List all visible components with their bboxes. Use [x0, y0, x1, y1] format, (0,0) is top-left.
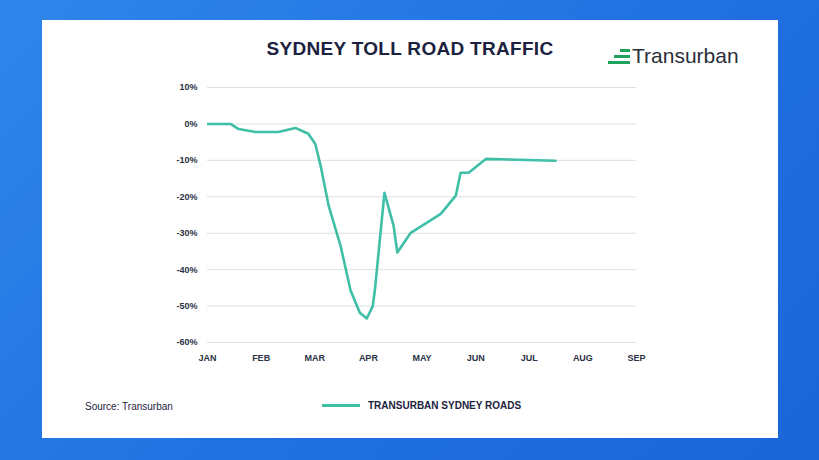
svg-text:APR: APR	[359, 353, 379, 363]
html-text:TRANSURBAN SYDNEY ROADS: TRANSURBAN SYDNEY ROADS	[368, 400, 522, 411]
html-text:SYDNEY TOLL ROAD TRAFFIC: SYDNEY TOLL ROAD TRAFFIC	[266, 38, 554, 59]
svg-text:MAR: MAR	[305, 353, 326, 363]
svg-text:-40%: -40%	[176, 265, 197, 275]
svg-text:JAN: JAN	[198, 353, 216, 363]
svg-text:JUL: JUL	[521, 353, 539, 363]
svg-text:-50%: -50%	[176, 301, 197, 311]
svg-text:JUN: JUN	[467, 353, 485, 363]
svg-text:-30%: -30%	[176, 228, 197, 238]
svg-text:0%: 0%	[184, 119, 197, 129]
svg-text:MAY: MAY	[412, 353, 431, 363]
svg-text:-10%: -10%	[176, 155, 197, 165]
html-text:Source: Transurban: Source: Transurban	[85, 401, 173, 412]
html-text:Transurban: Transurban	[632, 44, 739, 67]
svg-text:SEP: SEP	[627, 353, 645, 363]
svg-text:AUG: AUG	[573, 353, 593, 363]
svg-text:-20%: -20%	[176, 192, 197, 202]
svg-text:FEB: FEB	[252, 353, 271, 363]
svg-text:-60%: -60%	[176, 337, 197, 347]
svg-text:10%: 10%	[179, 82, 197, 92]
